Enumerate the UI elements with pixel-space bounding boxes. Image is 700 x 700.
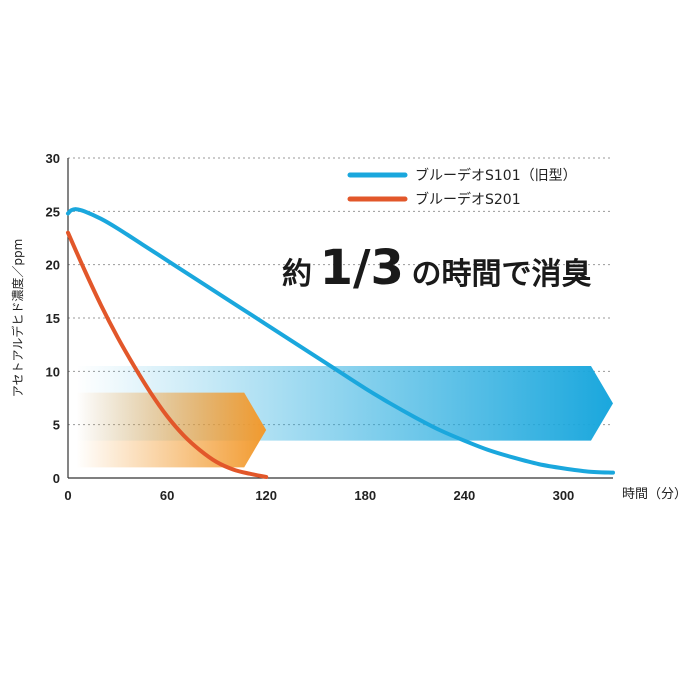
y-tick-label: 15 [46,311,60,326]
series-line-s101 [66,207,615,475]
series-lines [66,207,615,479]
y-tick-label: 5 [53,418,60,433]
x-tick-label: 180 [354,488,376,503]
legend-label-s201: ブルーデオS201 [415,191,521,208]
headline-suffix: の時間で消臭 [411,257,591,292]
headline-prefix: 約 [282,257,312,292]
y-tick-label: 25 [46,204,60,219]
x-tick-label: 120 [255,488,277,503]
series-line-s201 [66,230,269,479]
y-tick-label: 10 [46,364,60,379]
y-axis-label: アセトアルデヒド濃度／ppm [10,239,25,398]
x-axis-label: 時間（分） [622,487,687,502]
x-tick-label: 60 [160,488,174,503]
y-tick-label: 0 [53,471,60,486]
headline: 約 1/3 の時間で消臭 [282,240,591,296]
legend-label-s101: ブルーデオS101（旧型） [415,167,577,184]
x-tick-label: 240 [454,488,476,503]
y-tick-label: 20 [46,258,60,273]
arrow-s201 [76,392,267,468]
x-tick-label: 0 [64,488,71,503]
legend: ブルーデオS101（旧型） ブルーデオS201 [347,167,577,208]
arrows [76,366,614,468]
y-tick-label: 30 [46,151,60,166]
x-tick-label: 300 [553,488,575,503]
headline-fraction: 1/3 [320,240,404,296]
